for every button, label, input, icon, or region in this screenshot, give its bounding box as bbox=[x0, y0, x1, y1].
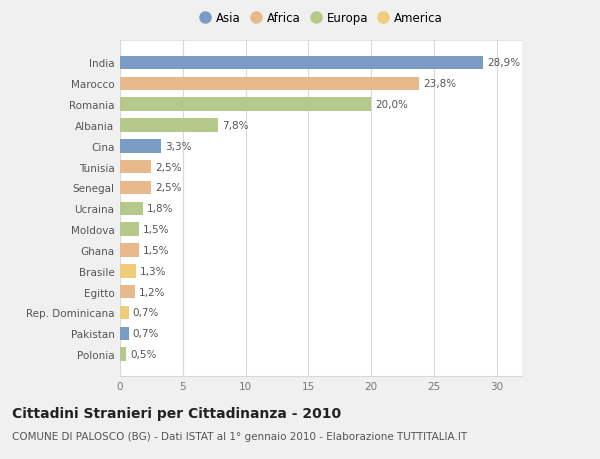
Bar bbox=[120, 223, 139, 236]
Text: 0,7%: 0,7% bbox=[133, 329, 159, 339]
Bar bbox=[120, 140, 161, 153]
Bar bbox=[120, 244, 139, 257]
Legend: Asia, Africa, Europa, America: Asia, Africa, Europa, America bbox=[196, 9, 446, 29]
Text: 28,9%: 28,9% bbox=[487, 58, 520, 68]
Text: 7,8%: 7,8% bbox=[222, 121, 248, 131]
Bar bbox=[120, 202, 143, 216]
Text: 1,3%: 1,3% bbox=[140, 266, 167, 276]
Bar bbox=[120, 119, 218, 133]
Text: 1,5%: 1,5% bbox=[143, 224, 169, 235]
Text: 3,3%: 3,3% bbox=[165, 141, 192, 151]
Text: COMUNE DI PALOSCO (BG) - Dati ISTAT al 1° gennaio 2010 - Elaborazione TUTTITALIA: COMUNE DI PALOSCO (BG) - Dati ISTAT al 1… bbox=[12, 431, 467, 442]
Bar bbox=[120, 161, 151, 174]
Text: 0,5%: 0,5% bbox=[130, 349, 157, 359]
Bar bbox=[120, 77, 419, 91]
Bar bbox=[120, 98, 371, 112]
Bar bbox=[120, 56, 483, 70]
Text: 20,0%: 20,0% bbox=[375, 100, 408, 110]
Bar bbox=[120, 264, 136, 278]
Text: 0,7%: 0,7% bbox=[133, 308, 159, 318]
Bar bbox=[120, 181, 151, 195]
Bar bbox=[120, 285, 135, 299]
Text: Cittadini Stranieri per Cittadinanza - 2010: Cittadini Stranieri per Cittadinanza - 2… bbox=[12, 406, 341, 420]
Bar bbox=[120, 347, 126, 361]
Text: 23,8%: 23,8% bbox=[423, 79, 456, 89]
Bar bbox=[120, 306, 129, 319]
Text: 1,8%: 1,8% bbox=[146, 204, 173, 214]
Text: 1,2%: 1,2% bbox=[139, 287, 166, 297]
Text: 2,5%: 2,5% bbox=[155, 183, 182, 193]
Text: 2,5%: 2,5% bbox=[155, 162, 182, 172]
Text: 1,5%: 1,5% bbox=[143, 246, 169, 255]
Bar bbox=[120, 327, 129, 341]
